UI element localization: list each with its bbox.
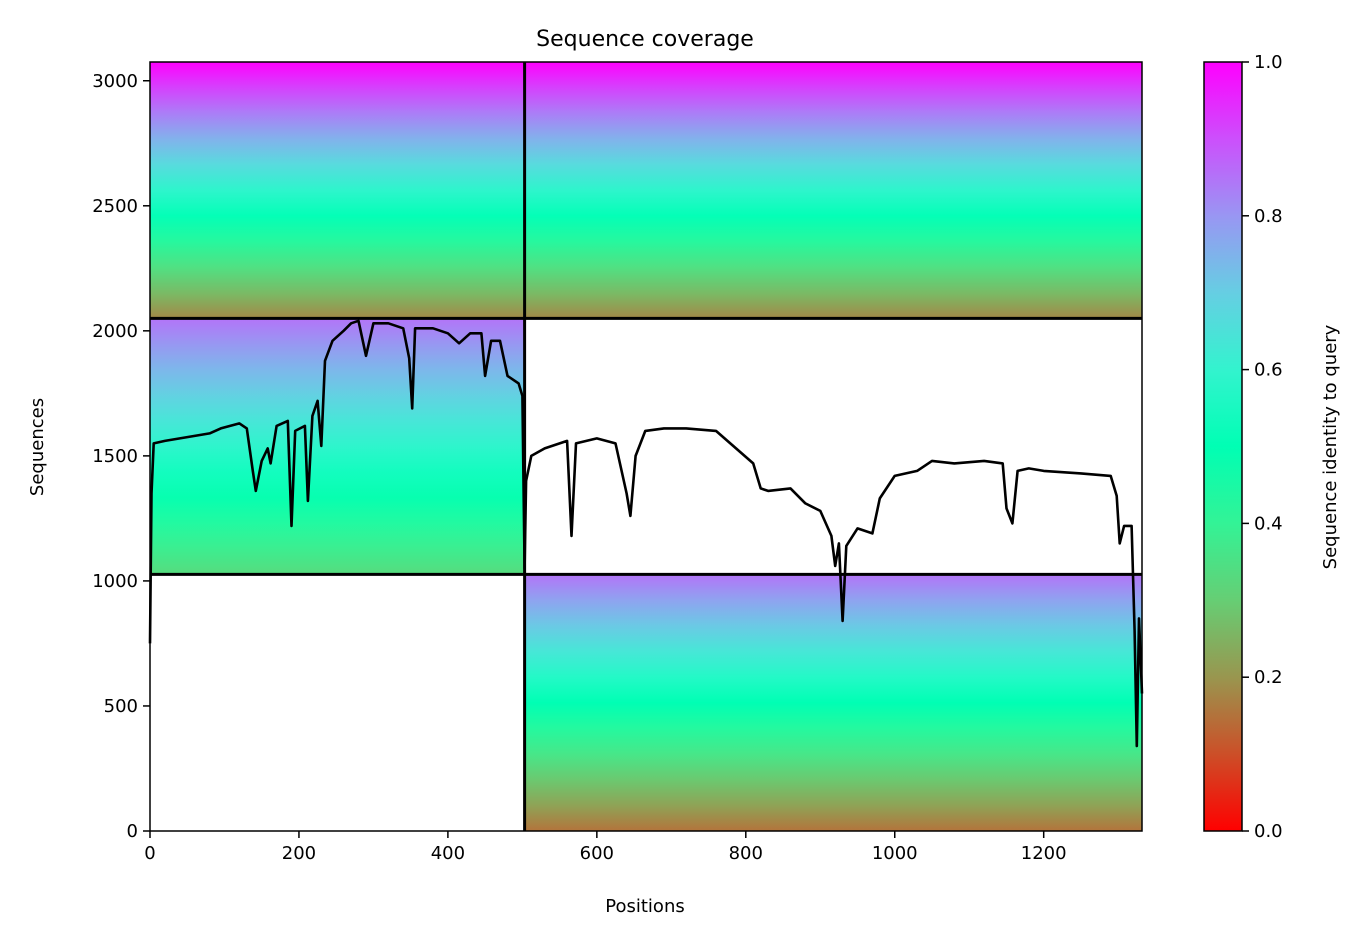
heatmap-block	[524, 62, 1142, 319]
y-tick-label: 3000	[92, 71, 138, 92]
chart-title: Sequence coverage	[536, 27, 754, 52]
colorbar-tick-label: 0.2	[1254, 667, 1283, 688]
y-tick-label: 2000	[92, 321, 138, 342]
y-tick-label: 500	[104, 696, 138, 717]
x-tick-label: 800	[729, 843, 763, 864]
heatmap-block	[524, 574, 1142, 831]
y-axis: 0 500 1000 1500 2000 2500 3000	[92, 71, 150, 842]
x-tick-label: 0	[144, 843, 155, 864]
x-tick-label: 400	[431, 843, 465, 864]
x-tick-label: 1000	[872, 843, 918, 864]
plot-frame	[149, 61, 1143, 832]
x-axis: 0 200 400 600 800 1000 1200	[144, 831, 1067, 864]
y-tick-label: 1500	[92, 446, 138, 467]
y-tick-label: 2500	[92, 196, 138, 217]
plot-border	[149, 61, 1143, 832]
heatmap-block	[150, 62, 525, 319]
colorbar-tick-label: 0.4	[1254, 513, 1283, 534]
x-tick-label: 600	[580, 843, 614, 864]
heatmap-block	[150, 318, 525, 575]
x-axis-label: Positions	[605, 896, 684, 917]
x-tick-label: 200	[282, 843, 316, 864]
colorbar-tick-label: 1.0	[1254, 52, 1283, 73]
colorbar-label: Sequence identity to query	[1320, 324, 1341, 569]
colorbar-tick-label: 0.6	[1254, 360, 1283, 381]
colorbar: 0.0 0.2 0.4 0.6 0.8 1.0	[1203, 52, 1283, 842]
colorbar-tick-label: 0.8	[1254, 206, 1283, 227]
coverage-line-layer	[148, 319, 1144, 748]
colorbar-tick-label: 0.0	[1254, 821, 1283, 842]
colorbar-gradient	[1203, 61, 1243, 832]
y-axis-label: Sequences	[27, 398, 48, 496]
x-tick-label: 1200	[1021, 843, 1067, 864]
y-tick-label: 1000	[92, 571, 138, 592]
coverage-line	[148, 319, 1144, 748]
heatmap-blocks	[150, 62, 1142, 831]
y-tick-label: 0	[127, 821, 138, 842]
